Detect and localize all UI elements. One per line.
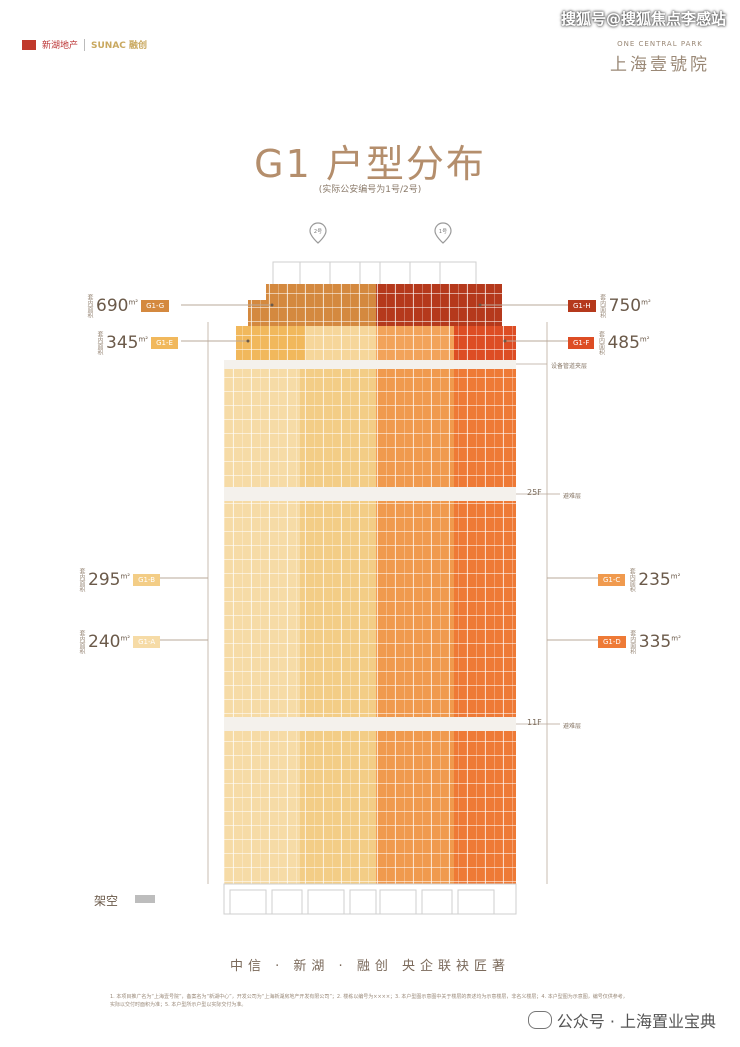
unit-label-g1-f: G1-F 套内面积 485m²	[568, 331, 650, 355]
wechat-account-name: 公众号 · 上海置业宝典	[556, 1012, 716, 1031]
tag-g1-h: G1-H	[568, 300, 596, 312]
unit-label-g1-e: 套内面积 345m² G1-E	[96, 331, 178, 355]
wechat-icon	[527, 1011, 552, 1029]
watermark-text: 搜狐号@搜狐焦点李感站	[560, 10, 726, 28]
refuge-floor-11f	[224, 717, 516, 731]
logo-divider	[84, 38, 86, 51]
unit-label-g1-h: G1-H 套内面积 750m²	[568, 294, 651, 318]
refuge-25f-note: 避难层	[563, 493, 582, 500]
page-subtitle: (实际公安编号为1号/2号)	[318, 185, 422, 195]
wechat-account: 公众号 · 上海置业宝典	[527, 1008, 716, 1032]
floor-25f-label: 25F	[527, 488, 542, 497]
refuge-11f-note: 避难层	[563, 723, 582, 730]
xinhu-logo-icon	[22, 39, 36, 50]
unit-label-g1-c: G1-C 套内面积 235m²	[598, 568, 680, 592]
pin-1-label: 1号	[439, 229, 447, 235]
tag-g1-g: G1-G	[141, 300, 170, 312]
tower-body	[224, 369, 516, 884]
unit-label-g1-b: 套内面积 295m² G1-B	[78, 568, 161, 592]
page-title: G1 户型分布	[254, 142, 486, 186]
ground-legend-swatch	[135, 895, 155, 903]
project-name-en: ONE CENTRAL PARK	[617, 40, 703, 48]
sunac-brand: SUNAC 融创	[91, 41, 148, 51]
unit-label-g1-a: 套内面积 240m² G1-A	[78, 630, 161, 654]
tag-g1-d: G1-D	[598, 636, 626, 648]
xinhu-brand: 新湖地产	[42, 41, 79, 51]
developer-logos: 新湖地产 SUNAC 融创	[22, 38, 147, 51]
unit-label-g1-g: 套内面积 690m² G1-G	[86, 294, 170, 318]
project-name-cn: 上海壹號院	[610, 55, 710, 75]
tag-g1-b: G1-B	[133, 574, 161, 586]
ground-podium	[223, 883, 517, 915]
building-1-pin-icon: 1号	[434, 222, 452, 244]
mech-floor-label: 设备管道夹层	[551, 363, 588, 370]
tag-g1-f: G1-F	[568, 337, 595, 349]
tag-g1-c: G1-C	[598, 574, 626, 586]
refuge-floor-25f	[224, 487, 516, 501]
ground-label: 架空	[94, 894, 119, 908]
project-logo: ONE CENTRAL PARK 上海壹號院	[610, 40, 710, 75]
tag-g1-e: G1-E	[151, 337, 178, 349]
mech-floor-band	[224, 360, 516, 369]
building-2-pin-icon: 2号	[309, 222, 327, 244]
disclaimer: 1. 本项目推广名为“上海壹号院”，备案名为“新湖中心”，开发公司为“上海新湖房…	[110, 994, 628, 1008]
pin-2-label: 2号	[314, 229, 322, 235]
floor-11f-label: 11F	[527, 718, 542, 727]
tag-g1-a: G1-A	[133, 636, 161, 648]
slogan: 中信 · 新湖 · 融创 央企联袂匠著	[230, 959, 510, 974]
unit-label-g1-d: G1-D 套内面积 335m²	[598, 630, 681, 654]
building-elevation-diagram	[160, 261, 598, 915]
